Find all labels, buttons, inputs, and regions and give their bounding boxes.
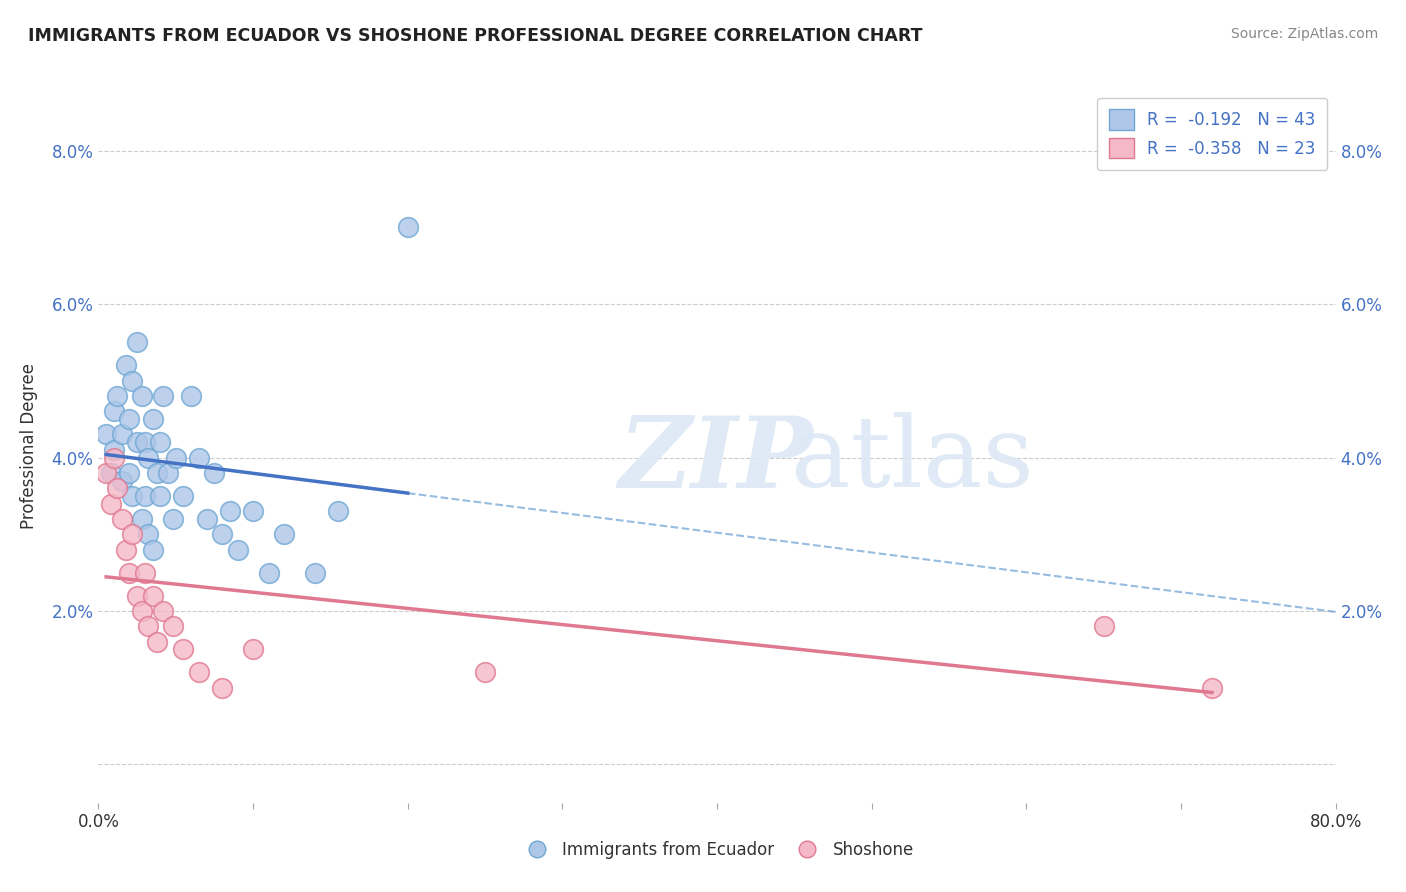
Point — [162, 619, 184, 633]
Point — [105, 389, 128, 403]
Point — [173, 642, 195, 657]
Point — [474, 665, 496, 680]
Point — [121, 374, 143, 388]
Point — [105, 481, 128, 495]
Legend: Immigrants from Ecuador, Shoshone: Immigrants from Ecuador, Shoshone — [513, 835, 921, 866]
Point — [211, 527, 233, 541]
Point — [162, 512, 184, 526]
Point — [111, 427, 134, 442]
Point — [100, 466, 122, 480]
Text: atlas: atlas — [792, 412, 1033, 508]
Point — [1092, 619, 1115, 633]
Point — [118, 466, 141, 480]
Point — [136, 450, 159, 465]
Point — [396, 220, 419, 235]
Point — [96, 466, 118, 480]
Point — [242, 504, 264, 518]
Point — [131, 512, 153, 526]
Point — [165, 450, 187, 465]
Point — [226, 542, 249, 557]
Point — [121, 527, 143, 541]
Point — [304, 566, 326, 580]
Text: Source: ZipAtlas.com: Source: ZipAtlas.com — [1230, 27, 1378, 41]
Point — [131, 604, 153, 618]
Point — [242, 642, 264, 657]
Point — [103, 404, 125, 418]
Point — [131, 389, 153, 403]
Point — [1201, 681, 1223, 695]
Point — [173, 489, 195, 503]
Text: ZIP: ZIP — [619, 412, 813, 508]
Point — [136, 527, 159, 541]
Point — [157, 466, 180, 480]
Point — [134, 489, 156, 503]
Point — [103, 450, 125, 465]
Point — [134, 566, 156, 580]
Point — [152, 604, 174, 618]
Point — [100, 497, 122, 511]
Point — [273, 527, 295, 541]
Point — [103, 442, 125, 457]
Point — [142, 589, 165, 603]
Point — [121, 489, 143, 503]
Point — [142, 542, 165, 557]
Point — [146, 634, 169, 648]
Point — [204, 466, 226, 480]
Point — [195, 512, 218, 526]
Point — [96, 427, 118, 442]
Point — [142, 412, 165, 426]
Point — [111, 512, 134, 526]
Point — [118, 566, 141, 580]
Point — [146, 466, 169, 480]
Y-axis label: Professional Degree: Professional Degree — [20, 363, 38, 529]
Point — [127, 435, 149, 450]
Point — [149, 435, 172, 450]
Point — [180, 389, 202, 403]
Point — [115, 359, 138, 373]
Point — [188, 665, 211, 680]
Text: IMMIGRANTS FROM ECUADOR VS SHOSHONE PROFESSIONAL DEGREE CORRELATION CHART: IMMIGRANTS FROM ECUADOR VS SHOSHONE PROF… — [28, 27, 922, 45]
Point — [188, 450, 211, 465]
Point — [152, 389, 174, 403]
Point — [111, 474, 134, 488]
Point — [149, 489, 172, 503]
Point — [219, 504, 242, 518]
Point — [127, 335, 149, 350]
Point — [326, 504, 350, 518]
Point — [257, 566, 280, 580]
Point — [127, 589, 149, 603]
Point — [134, 435, 156, 450]
Point — [115, 542, 138, 557]
Point — [211, 681, 233, 695]
Point — [118, 412, 141, 426]
Point — [136, 619, 159, 633]
